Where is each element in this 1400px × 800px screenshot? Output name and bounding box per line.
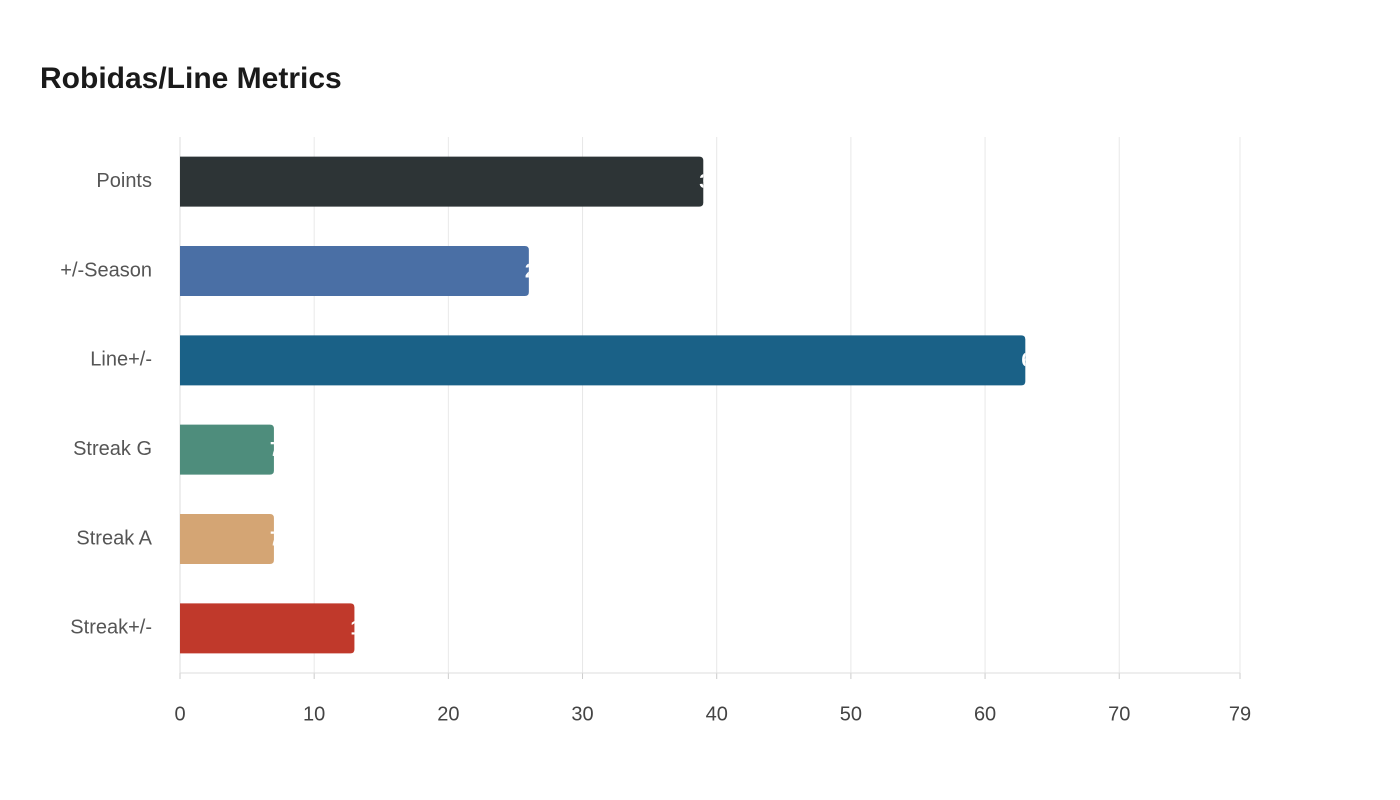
- y-tick-label: Streak G: [73, 438, 152, 460]
- y-tick-label: Line+/-: [90, 349, 152, 371]
- bar: [180, 246, 529, 296]
- value-label: 7: [270, 439, 281, 461]
- y-tick-label: Streak+/-: [70, 617, 152, 639]
- bar: [180, 603, 355, 654]
- x-tick-label: 50: [840, 703, 862, 725]
- value-label: 26: [525, 260, 547, 282]
- chart-title: Robidas/Line Metrics: [40, 62, 342, 95]
- bar: [180, 514, 274, 564]
- x-tick-label: 70: [1108, 703, 1130, 725]
- x-tick-label: 79: [1229, 703, 1251, 725]
- x-tick-label: 0: [174, 703, 185, 725]
- x-tick-label: 30: [571, 703, 593, 725]
- y-tick-label: +/-Season: [60, 259, 152, 281]
- bar: [180, 335, 1026, 386]
- value-label: 63: [1021, 350, 1043, 372]
- value-label: 39: [699, 171, 721, 193]
- y-tick-label: Streak A: [76, 527, 152, 549]
- value-label: 7: [270, 528, 281, 550]
- bar: [180, 424, 274, 475]
- x-tick-label: 10: [303, 703, 325, 725]
- y-tick-label: Points: [96, 170, 152, 192]
- value-label: 13: [350, 618, 372, 640]
- x-tick-label: 40: [706, 703, 728, 725]
- bar: [180, 156, 704, 207]
- x-tick-label: 60: [974, 703, 996, 725]
- x-tick-label: 20: [437, 703, 459, 725]
